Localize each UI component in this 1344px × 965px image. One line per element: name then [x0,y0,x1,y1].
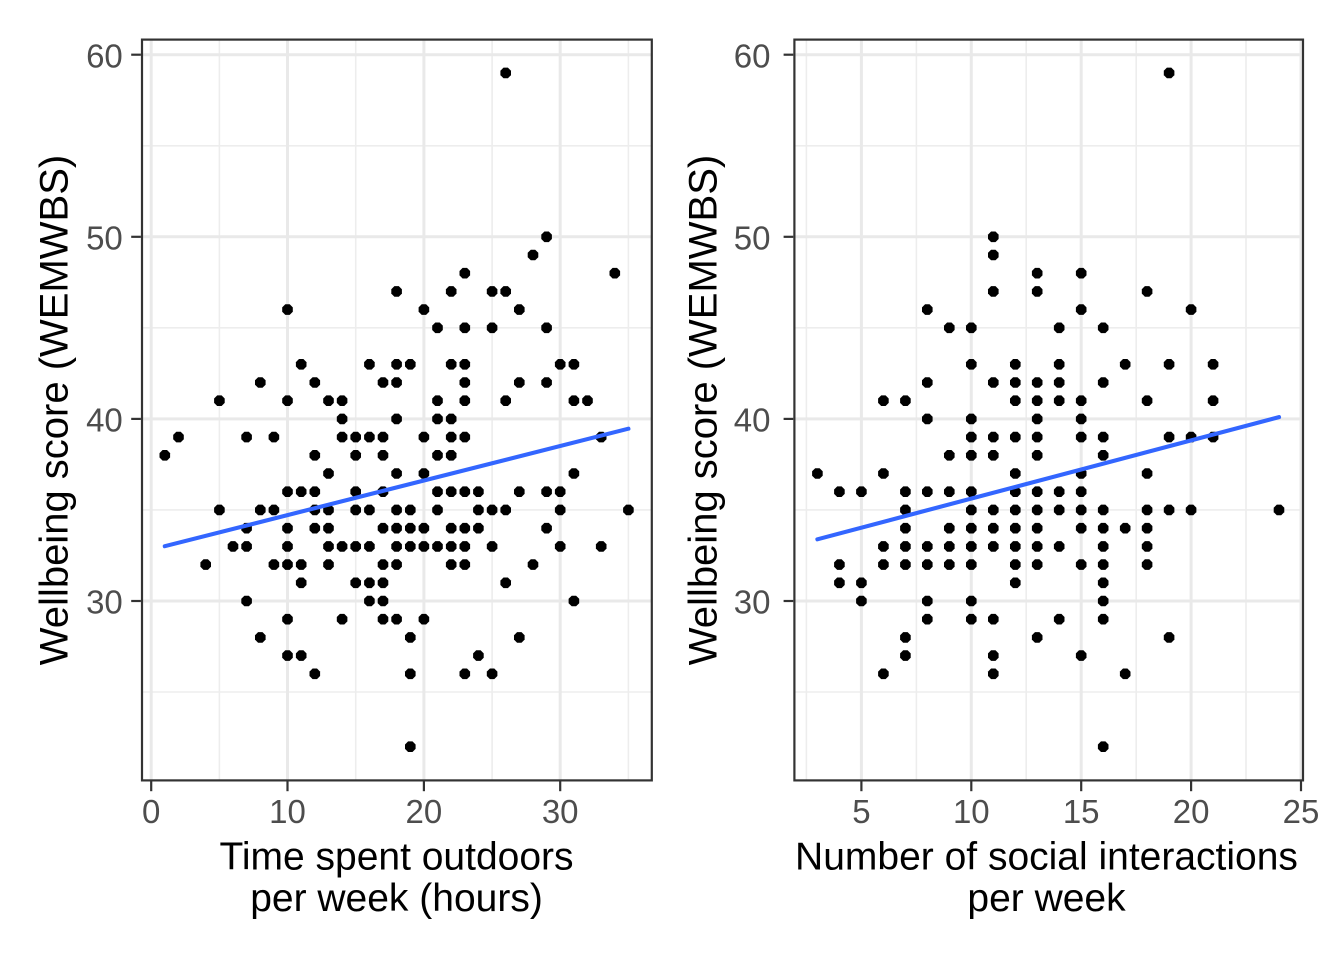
svg-text:40: 40 [86,402,123,439]
svg-text:Wellbeing score (WEMWBS): Wellbeing score (WEMWBS) [33,155,77,665]
svg-text:per week: per week [967,877,1126,920]
svg-text:30: 30 [542,793,579,830]
svg-text:40: 40 [734,402,771,439]
svg-text:20: 20 [406,793,443,830]
svg-text:Wellbeing score (WEMWBS): Wellbeing score (WEMWBS) [682,155,726,665]
svg-text:60: 60 [86,37,123,74]
svg-text:50: 50 [86,219,123,256]
svg-text:25: 25 [1283,793,1320,830]
svg-text:60: 60 [734,37,771,74]
svg-text:0: 0 [142,793,160,830]
svg-text:Number of social interactions: Number of social interactions [795,835,1298,878]
svg-text:per week (hours): per week (hours) [250,877,543,920]
svg-text:Time spent outdoors: Time spent outdoors [219,835,573,878]
svg-text:10: 10 [953,793,990,830]
svg-text:50: 50 [734,219,771,256]
svg-text:30: 30 [734,584,771,621]
svg-text:15: 15 [1063,793,1100,830]
svg-text:20: 20 [1173,793,1210,830]
svg-text:30: 30 [86,584,123,621]
svg-text:10: 10 [269,793,306,830]
svg-text:5: 5 [852,793,870,830]
